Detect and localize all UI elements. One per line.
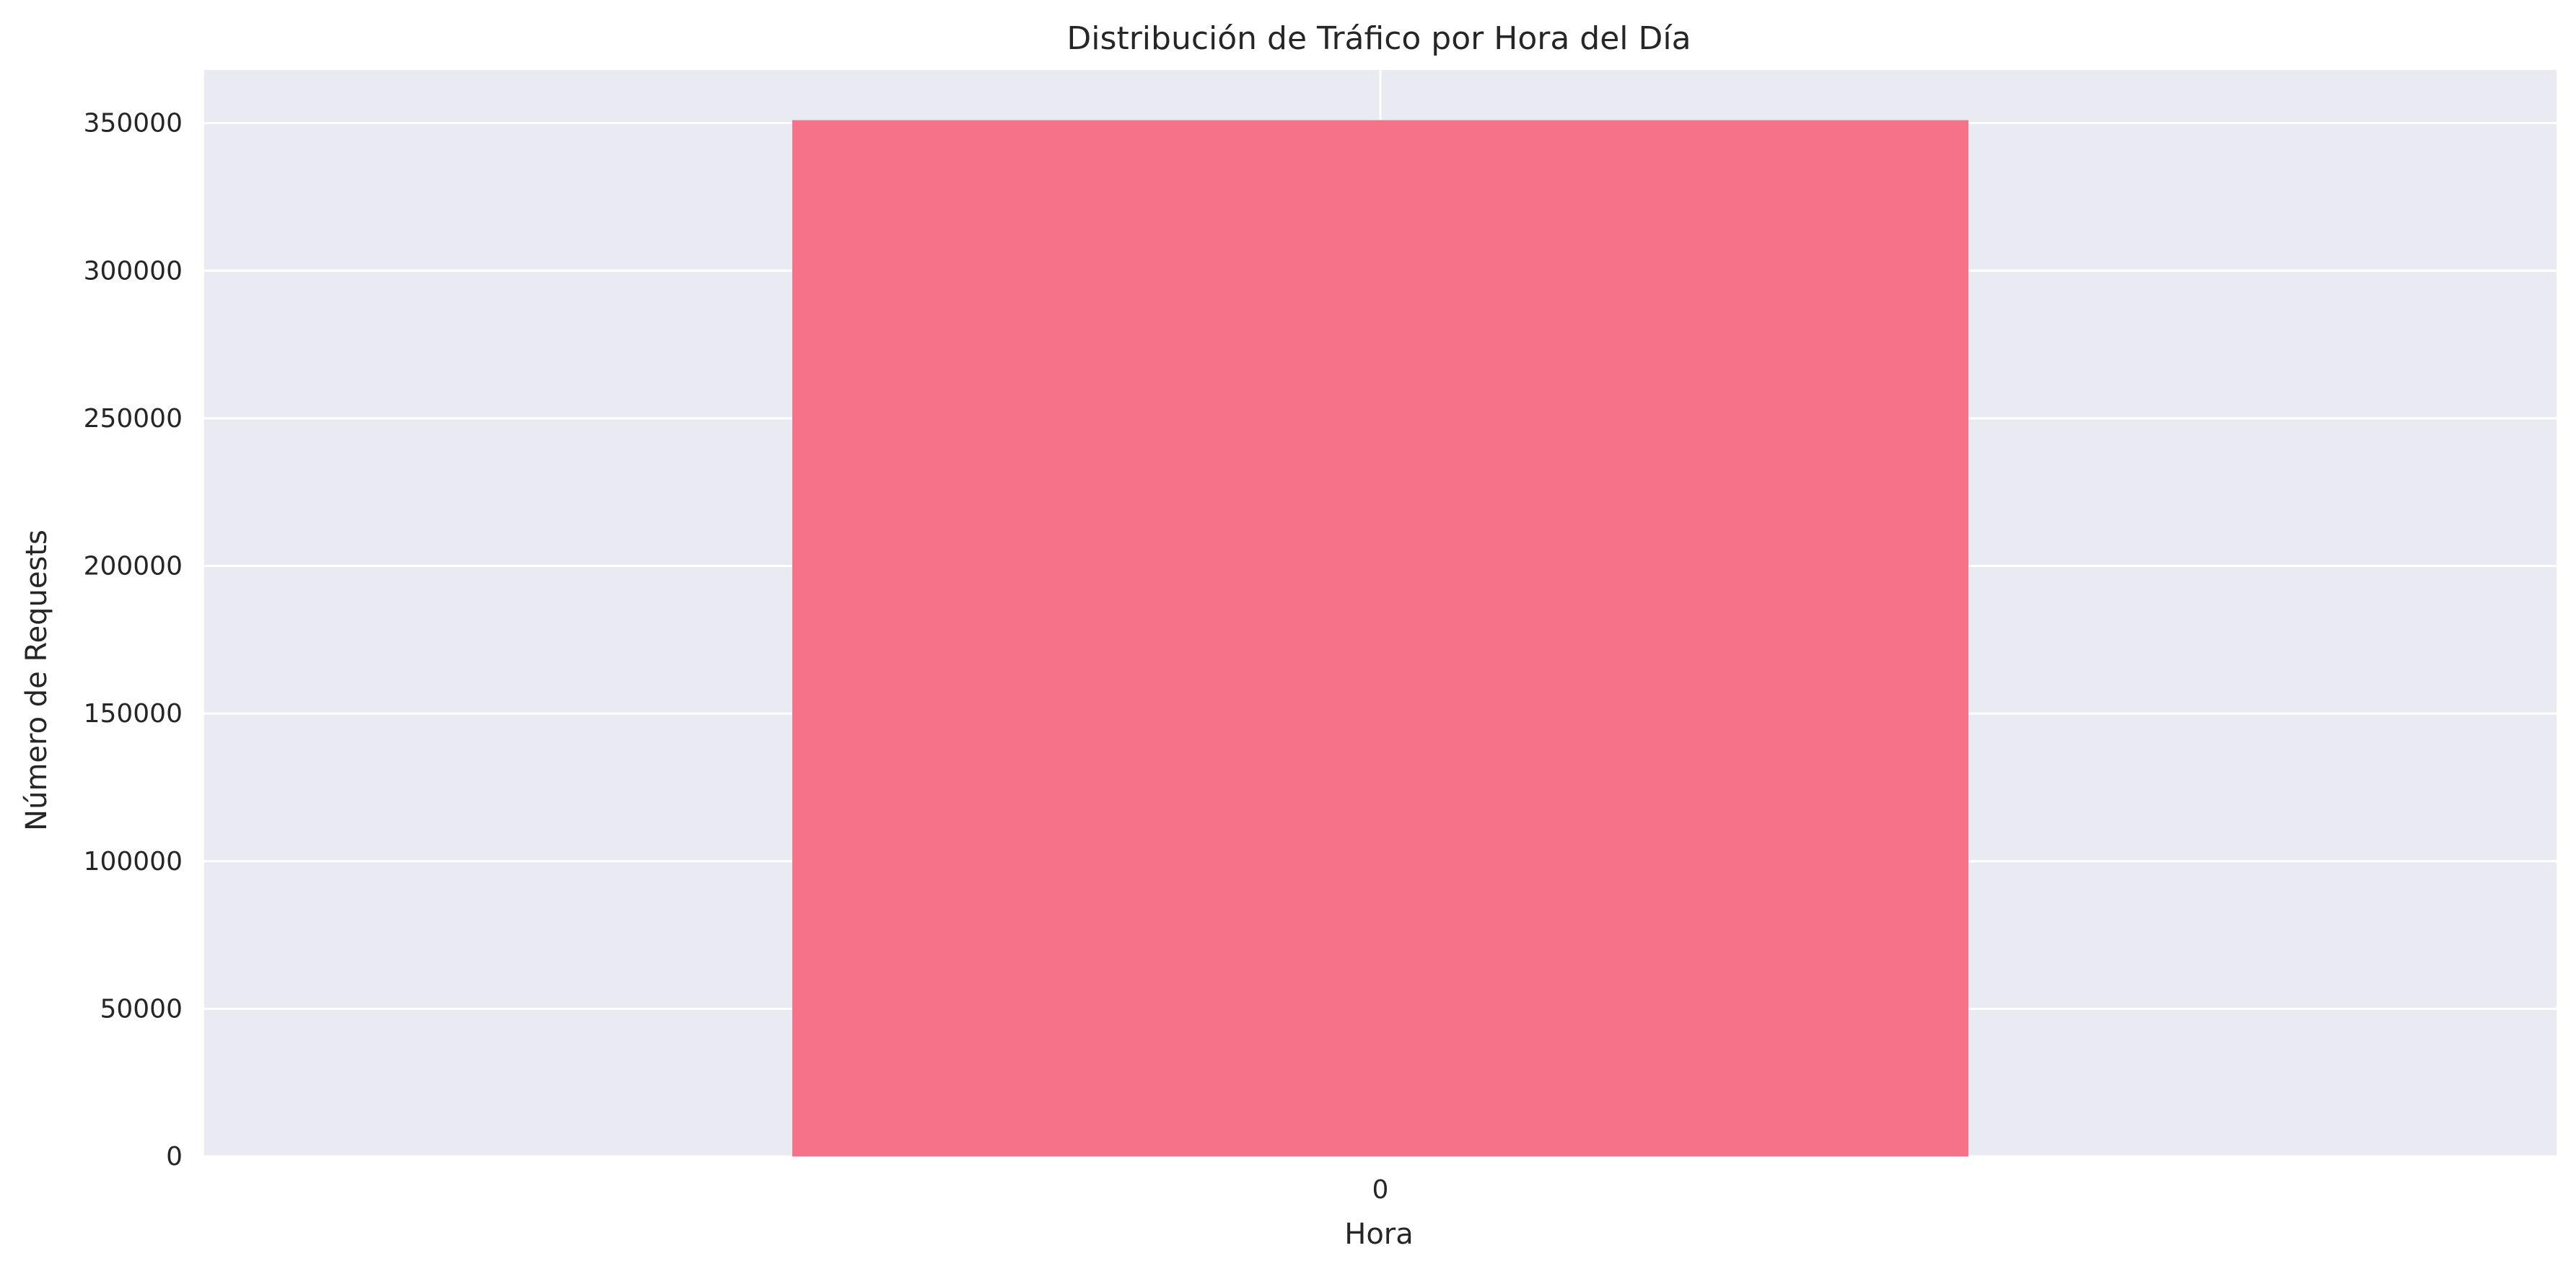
y-tick-label: 0 xyxy=(166,1142,183,1172)
chart-title: Distribución de Tráfico por Hora del Día xyxy=(1066,20,1691,57)
y-axis-ticks: 0 50000 100000 150000 200000 250000 300000 3500… xyxy=(84,109,183,1172)
y-tick-label: 350000 xyxy=(84,109,183,139)
x-axis-ticks: 0 xyxy=(1372,1175,1389,1205)
y-axis-label: Número de Requests xyxy=(20,530,53,831)
y-tick-label: 150000 xyxy=(84,699,183,729)
y-tick-label: 50000 xyxy=(100,994,183,1024)
y-tick-label: 200000 xyxy=(84,552,183,581)
y-tick-label: 250000 xyxy=(84,404,183,434)
bars xyxy=(792,120,1968,1156)
x-axis-label: Hora xyxy=(1344,1218,1414,1251)
x-tick-label: 0 xyxy=(1372,1175,1389,1205)
bar xyxy=(792,120,1968,1156)
y-tick-label: 100000 xyxy=(84,847,183,877)
y-tick-label: 300000 xyxy=(84,256,183,286)
